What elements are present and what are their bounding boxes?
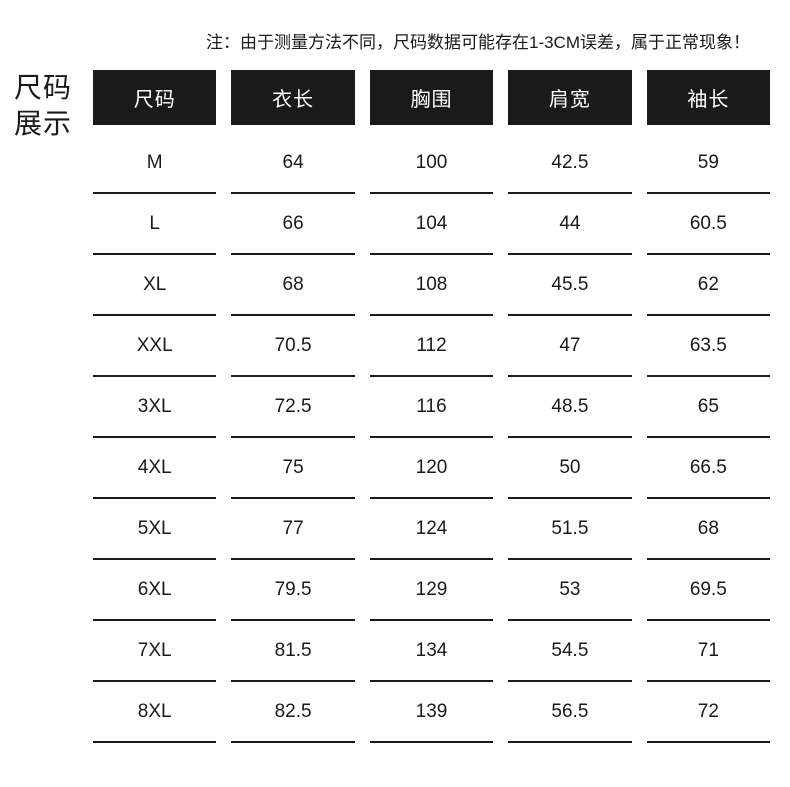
cell-chest: 124 — [370, 499, 493, 560]
cell-shoulder: 48.5 — [508, 377, 631, 438]
cell-shoulder: 56.5 — [508, 682, 631, 743]
cell-shoulder: 47 — [508, 316, 631, 377]
cell-length: 72.5 — [231, 377, 354, 438]
table-row: L 66 104 44 60.5 — [93, 194, 770, 255]
cell-length: 81.5 — [231, 621, 354, 682]
cell-shoulder: 44 — [508, 194, 631, 255]
cell-size: 7XL — [93, 621, 216, 682]
cell-sleeve: 60.5 — [647, 194, 770, 255]
cell-sleeve: 72 — [647, 682, 770, 743]
cell-length: 77 — [231, 499, 354, 560]
table-row: 5XL 77 124 51.5 68 — [93, 499, 770, 560]
cell-size: 8XL — [93, 682, 216, 743]
cell-chest: 100 — [370, 133, 493, 194]
header-size: 尺码 — [93, 70, 216, 125]
cell-size: XL — [93, 255, 216, 316]
cell-length: 79.5 — [231, 560, 354, 621]
cell-shoulder: 51.5 — [508, 499, 631, 560]
cell-sleeve: 62 — [647, 255, 770, 316]
cell-size: 4XL — [93, 438, 216, 499]
cell-chest: 120 — [370, 438, 493, 499]
page-title: 尺码 展示 — [14, 70, 72, 143]
cell-shoulder: 54.5 — [508, 621, 631, 682]
cell-size: L — [93, 194, 216, 255]
title-line-2: 展示 — [14, 106, 72, 142]
header-chest: 胸围 — [370, 70, 493, 125]
table-row: M 64 100 42.5 59 — [93, 133, 770, 194]
table-row: 7XL 81.5 134 54.5 71 — [93, 621, 770, 682]
table-row: 8XL 82.5 139 56.5 72 — [93, 682, 770, 743]
cell-chest: 112 — [370, 316, 493, 377]
cell-chest: 116 — [370, 377, 493, 438]
cell-sleeve: 68 — [647, 499, 770, 560]
size-chart-table: 尺码 衣长 胸围 肩宽 袖长 M 64 100 42.5 59 L 66 104… — [93, 70, 770, 743]
table-row: 4XL 75 120 50 66.5 — [93, 438, 770, 499]
table-row: XXL 70.5 112 47 63.5 — [93, 316, 770, 377]
cell-size: XXL — [93, 316, 216, 377]
cell-chest: 108 — [370, 255, 493, 316]
cell-chest: 129 — [370, 560, 493, 621]
cell-sleeve: 66.5 — [647, 438, 770, 499]
cell-shoulder: 45.5 — [508, 255, 631, 316]
cell-length: 82.5 — [231, 682, 354, 743]
cell-length: 64 — [231, 133, 354, 194]
cell-shoulder: 53 — [508, 560, 631, 621]
table-row: 3XL 72.5 116 48.5 65 — [93, 377, 770, 438]
cell-chest: 134 — [370, 621, 493, 682]
cell-chest: 139 — [370, 682, 493, 743]
table-row: XL 68 108 45.5 62 — [93, 255, 770, 316]
cell-sleeve: 65 — [647, 377, 770, 438]
table-row: 6XL 79.5 129 53 69.5 — [93, 560, 770, 621]
cell-shoulder: 50 — [508, 438, 631, 499]
cell-length: 70.5 — [231, 316, 354, 377]
cell-chest: 104 — [370, 194, 493, 255]
cell-sleeve: 63.5 — [647, 316, 770, 377]
cell-length: 66 — [231, 194, 354, 255]
cell-sleeve: 69.5 — [647, 560, 770, 621]
cell-sleeve: 71 — [647, 621, 770, 682]
table-header-row: 尺码 衣长 胸围 肩宽 袖长 — [93, 70, 770, 125]
header-length: 衣长 — [231, 70, 354, 125]
cell-sleeve: 59 — [647, 133, 770, 194]
cell-length: 68 — [231, 255, 354, 316]
measurement-note: 注：由于测量方法不同，尺码数据可能存在1-3CM误差，属于正常现象！ — [0, 28, 750, 53]
cell-size: 6XL — [93, 560, 216, 621]
cell-shoulder: 42.5 — [508, 133, 631, 194]
cell-size: M — [93, 133, 216, 194]
title-line-1: 尺码 — [14, 70, 72, 106]
cell-size: 5XL — [93, 499, 216, 560]
header-sleeve: 袖长 — [647, 70, 770, 125]
header-shoulder: 肩宽 — [508, 70, 631, 125]
cell-length: 75 — [231, 438, 354, 499]
cell-size: 3XL — [93, 377, 216, 438]
